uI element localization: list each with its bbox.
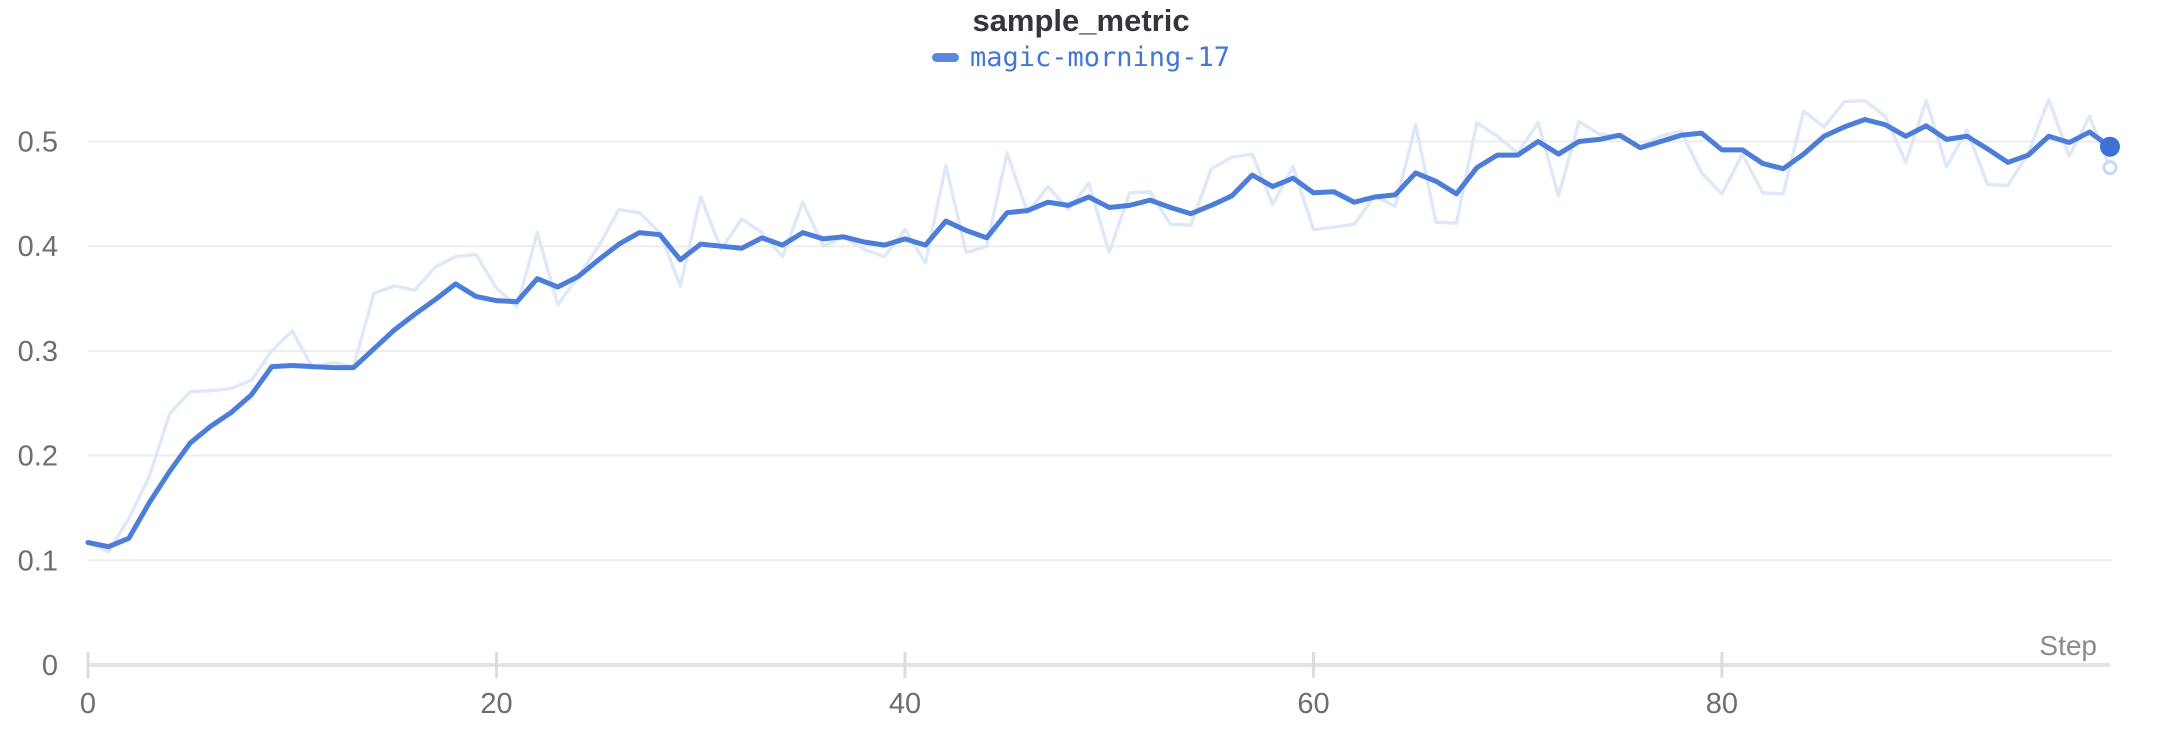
y-tick-label: 0.1 (18, 545, 58, 577)
x-axis-label: Step (2039, 630, 2097, 661)
legend-label: magic-morning-17 (969, 42, 1231, 73)
raw-metric-line[interactable] (86, 97, 2112, 554)
smoothed-metric-line[interactable] (85, 117, 2113, 550)
y-tick-label: 0 (42, 650, 58, 682)
legend-item[interactable]: magic-morning-17 (931, 42, 1231, 73)
legend: magic-morning-17 (0, 44, 2162, 71)
y-tick-label: 0.4 (18, 231, 58, 263)
chart-title: sample_metric (972, 3, 1190, 38)
y-tick-label: 0.2 (18, 441, 58, 473)
x-tick-label: 60 (1297, 688, 1329, 720)
x-tick-label: 0 (80, 688, 96, 720)
x-tick-label: 80 (1706, 688, 1738, 720)
x-tick-label: 40 (889, 688, 921, 720)
x-tick-label: 20 (480, 688, 512, 720)
y-tick-label: 0.5 (18, 127, 58, 159)
legend-swatch-icon (931, 53, 959, 62)
raw-end-marker (2102, 160, 2118, 176)
y-tick-label: 0.3 (18, 336, 58, 368)
smoothed-end-marker (2100, 136, 2120, 157)
